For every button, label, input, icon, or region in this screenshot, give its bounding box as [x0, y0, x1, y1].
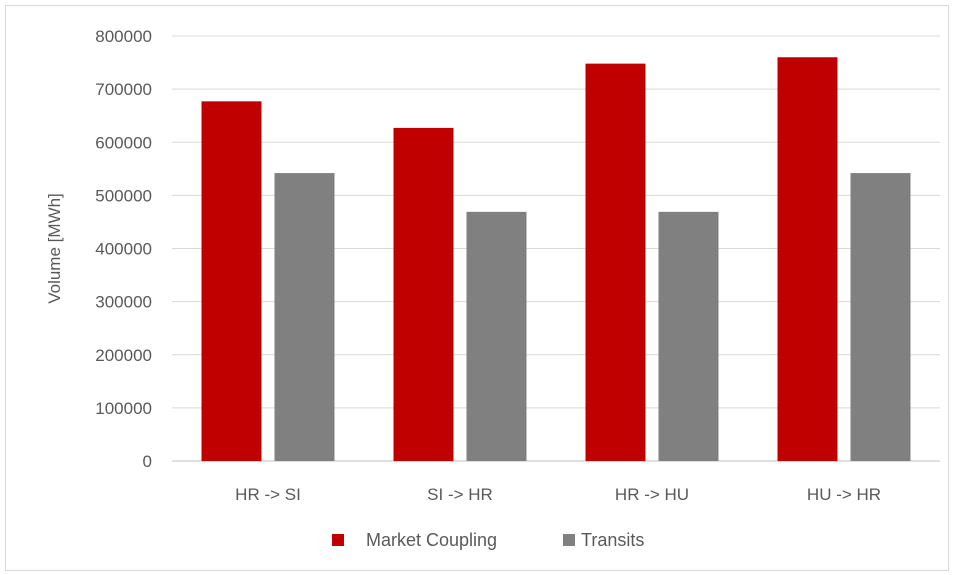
legend-swatch	[332, 534, 344, 546]
y-tick-label: 400000	[95, 240, 152, 259]
bar-transits	[658, 211, 719, 461]
bars	[201, 57, 911, 461]
bar-market-coupling	[777, 57, 838, 461]
y-tick-label: 500000	[95, 186, 152, 205]
x-tick-label: HU -> HR	[807, 485, 881, 504]
y-tick-label: 800000	[95, 27, 152, 46]
bar-transits	[466, 211, 527, 461]
legend-label: Market Coupling	[366, 530, 497, 550]
bar-transits	[850, 173, 911, 461]
y-tick-label: 700000	[95, 80, 152, 99]
bar-transits	[274, 173, 335, 461]
y-tick-label: 100000	[95, 399, 152, 418]
legend-swatch	[563, 534, 575, 546]
y-axis-title: Volume [MWh]	[45, 193, 64, 304]
y-axis-ticks: 0 100000 200000 300000 400000 500000 600000 700…	[95, 27, 152, 471]
y-tick-label: 300000	[95, 293, 152, 312]
bar-market-coupling	[201, 101, 262, 461]
x-tick-label: HR -> SI	[235, 485, 301, 504]
y-tick-label: 0	[143, 452, 152, 471]
legend: Market Coupling Transits	[332, 530, 644, 550]
x-tick-label: HR -> HU	[615, 485, 689, 504]
legend-label: Transits	[581, 530, 644, 550]
x-axis-ticks: HR -> SI SI -> HR HR -> HU HU -> HR	[235, 485, 881, 504]
y-tick-label: 200000	[95, 346, 152, 365]
bar-market-coupling	[585, 63, 646, 461]
y-tick-label: 600000	[95, 133, 152, 152]
x-tick-label: SI -> HR	[427, 485, 493, 504]
bar-market-coupling	[393, 127, 454, 461]
